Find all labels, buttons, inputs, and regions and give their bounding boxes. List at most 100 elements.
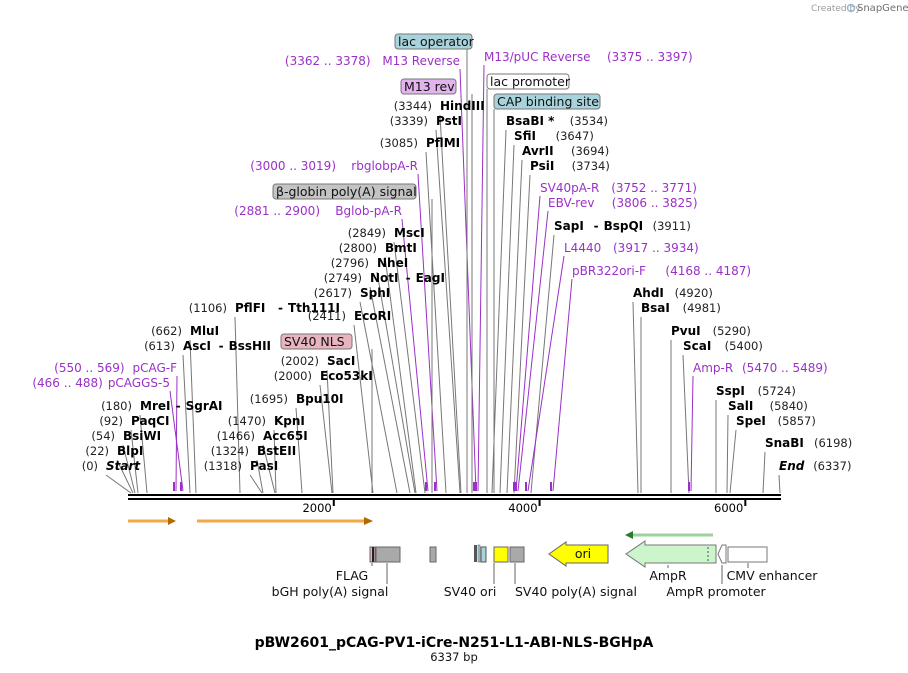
sv40-ori-feature-box[interactable]	[493, 546, 509, 563]
primer-position: (3375 .. 3397)	[607, 50, 693, 64]
site-bsiwi[interactable]: BsiWI (54)	[91, 429, 161, 443]
site-snabi[interactable]: SnaBI (6198)	[765, 436, 852, 450]
site-noti[interactable]: NotI (2749) - EagI	[324, 271, 445, 285]
feature-sv40-nls[interactable]: SV40 NLS	[280, 333, 353, 350]
site-bmti[interactable]: BmtI (2800)	[339, 241, 417, 255]
feature-box	[493, 93, 601, 110]
lac-cluster-mark-2[interactable]	[477, 544, 481, 563]
site-dash: -	[278, 301, 283, 315]
feature-cap-site[interactable]: CAP binding site	[493, 93, 601, 110]
feature-box	[400, 78, 457, 95]
site-paqci[interactable]: PaqCI (92)	[99, 414, 169, 428]
site-acc65i[interactable]: Acc65I (1466)	[217, 429, 308, 443]
primer-pbr322[interactable]: pBR322ori-F (4168 .. 4187)	[572, 264, 751, 278]
primer-m13puc[interactable]: M13/pUC Reverse (3375 .. 3397)	[484, 50, 693, 64]
site-psti[interactable]: PstI (3339)	[390, 114, 462, 128]
site-name: Eco53kI	[320, 369, 373, 383]
site-start[interactable]: Start (0)	[82, 459, 142, 473]
site-blpi[interactable]: BlpI (22)	[85, 444, 143, 458]
feature-bglobin-pa[interactable]: β-globin poly(A) signal	[272, 183, 417, 200]
site-eco53ki[interactable]: Eco53kI (2000)	[274, 369, 373, 383]
primer-name: rbglobpA-R	[351, 159, 418, 173]
site-sali[interactable]: SalI (5840)	[728, 399, 808, 413]
site-pvui[interactable]: PvuI (5290)	[671, 324, 751, 338]
primer-bglobpar[interactable]: Bglob-pA-R (2881 .. 2900)	[234, 204, 402, 218]
site-kpni[interactable]: KpnI (1470)	[228, 414, 305, 428]
site-connector-sphi	[359, 301, 398, 494]
feature-lac-promoter[interactable]: lac promoter	[486, 73, 571, 90]
site-bsabi[interactable]: BsaBI * (3534)	[506, 114, 608, 128]
primer-rbglobpar[interactable]: rbglobpA-R (3000 .. 3019)	[250, 159, 418, 173]
flag-feature-box[interactable]	[372, 547, 374, 562]
primer-l4440[interactable]: L4440 (3917 .. 3934)	[564, 241, 699, 255]
site-ecori[interactable]: EcoRI (2411)	[308, 309, 392, 323]
primer-m13rev_p[interactable]: M13 Reverse (3362 .. 3378)	[285, 54, 460, 68]
credit-prefix: Created by	[811, 4, 861, 14]
site-bpu10i[interactable]: Bpu10I (1695)	[250, 392, 344, 406]
site-psii[interactable]: PsiI (3734)	[530, 159, 610, 173]
ampr-feature-arrow[interactable]	[625, 540, 717, 568]
site-sphi[interactable]: SphI (2617)	[314, 286, 391, 300]
site-name: MreI	[140, 399, 170, 413]
site-ahdi[interactable]: AhdI (4920)	[633, 286, 713, 300]
site-msci[interactable]: MscI (2849)	[348, 226, 425, 240]
site-spei[interactable]: SpeI (5857)	[736, 414, 816, 428]
ori-feature-arrow[interactable]: ori	[548, 541, 609, 567]
small-gray-feature-box[interactable]	[429, 546, 437, 563]
site-connector-kpni	[273, 429, 277, 494]
primer-connector-l4440	[527, 255, 565, 492]
site-pflmi[interactable]: PflMI (3085)	[380, 136, 460, 150]
site-pflfi[interactable]: PflFI (1106) - Tth111I	[189, 301, 340, 315]
primer-name: M13/pUC Reverse	[484, 50, 591, 64]
site-name-2: BssHII	[229, 339, 271, 353]
site-name: BlpI	[117, 444, 143, 458]
site-name: SphI	[360, 286, 390, 300]
site-name: SacI	[327, 354, 355, 368]
site-pasi[interactable]: PasI (1318)	[204, 459, 278, 473]
site-connector-psii	[513, 174, 531, 494]
site-scai[interactable]: ScaI (5400)	[683, 339, 763, 353]
site-connector-avrii	[506, 159, 523, 494]
site-name: PstI	[436, 114, 462, 128]
site-saci[interactable]: SacI (2002)	[281, 354, 356, 368]
lac-cluster-mark-1[interactable]	[474, 545, 477, 562]
primer-pcaggs5[interactable]: pCAGGS-5 (466 .. 488)	[32, 376, 170, 390]
sv40-pa-feature-box[interactable]	[509, 546, 525, 563]
site-nhei[interactable]: NheI (2796)	[331, 256, 408, 270]
site-avrii[interactable]: AvrII (3694)	[522, 144, 609, 158]
site-bsteii[interactable]: BstEII (1324)	[211, 444, 296, 458]
primer-pcagf[interactable]: pCAG-F (550 .. 569)	[54, 361, 177, 375]
site-mlui[interactable]: MluI (662)	[151, 324, 219, 338]
feature-m13-rev[interactable]: M13 rev	[400, 78, 457, 95]
cmv-enhancer-feature-box[interactable]	[727, 546, 768, 563]
primer-ebvrev[interactable]: EBV-rev (3806 .. 3825)	[548, 196, 698, 210]
ampr-promoter-arrow[interactable]	[717, 544, 727, 564]
orf-arrow-1[interactable]	[128, 517, 176, 525]
site-position: (3734)	[572, 159, 610, 173]
site-name: BsaI	[641, 301, 670, 315]
site-bsai[interactable]: BsaI (4981)	[641, 301, 721, 315]
bgh-pa-feature-box[interactable]	[375, 546, 401, 563]
site-hindiii[interactable]: HindIII (3344)	[394, 99, 485, 113]
feature-lac-operator[interactable]: lac operator	[394, 33, 475, 50]
site-name: EcoRI	[354, 309, 391, 323]
site-sfii[interactable]: SfiI (3647)	[514, 129, 594, 143]
primer-connector-rbglobpar	[417, 173, 438, 492]
site-connector-blpi	[116, 459, 134, 494]
site-asci[interactable]: AscI (613) - BssHII	[144, 339, 271, 353]
primer-ampr_p[interactable]: Amp-R (5470 .. 5489)	[693, 361, 828, 375]
site-position: (2796)	[331, 256, 369, 270]
site-connector-hindiii	[439, 114, 462, 494]
lac-cluster-mark-3[interactable]	[480, 546, 487, 563]
site-sapi[interactable]: SapI - BspQI (3911)	[554, 219, 691, 233]
credit-brand: SnapGene	[857, 3, 908, 14]
site-end[interactable]: End (6337)	[779, 459, 851, 473]
orf-arrow-2[interactable]	[197, 517, 373, 525]
primer-sv40par[interactable]: SV40pA-R (3752 .. 3771)	[540, 181, 697, 195]
site-mrei[interactable]: MreI (180) - SgrAI	[101, 399, 222, 413]
orf-arrow-ampr[interactable]	[625, 531, 713, 539]
site-name: KpnI	[274, 414, 305, 428]
ori-label-inside: ori	[575, 546, 591, 561]
site-sspi[interactable]: SspI (5724)	[716, 384, 796, 398]
